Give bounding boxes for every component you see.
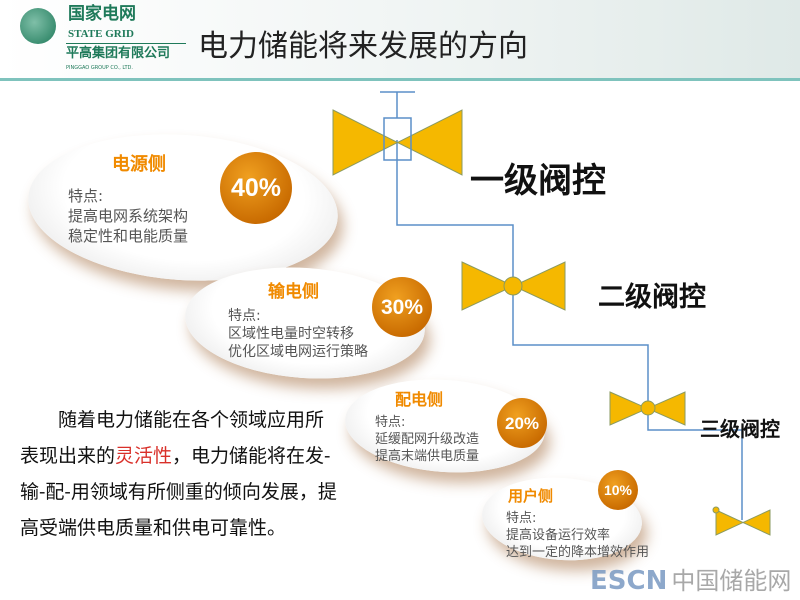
feature-line: 提高设备运行效率: [506, 528, 611, 543]
section-title: 配电侧: [395, 390, 444, 409]
percent-badge: 30%: [372, 277, 432, 337]
watermark: ESCN 中国储能网: [590, 568, 791, 594]
state-grid-logo-icon: [20, 8, 56, 44]
section-title: 电源侧: [112, 154, 166, 175]
feature-line: 提高电网系统架构: [68, 207, 189, 225]
feature-label: 特点:: [228, 308, 261, 324]
header: 国家电网 STATE GRID 平高集团有限公司 PINGGAO GROUP C…: [0, 0, 800, 81]
watermark-en: ESCN: [590, 566, 668, 596]
feature-line: 达到一定的降本增效作用: [506, 545, 650, 560]
feature-line: 延缓配网升级改造: [375, 432, 480, 447]
percent-badge: 20%: [497, 398, 547, 448]
valve-1-icon: [332, 109, 463, 176]
logo-cn: 国家电网: [68, 4, 136, 24]
percent-badge: 10%: [598, 470, 638, 510]
level-2-label: 二级阀控: [598, 282, 706, 313]
page-title: 电力储能将来发展的方向: [198, 29, 528, 64]
feature-line: 优化区域电网运行策略: [228, 344, 368, 360]
level-1-label: 一级阀控: [470, 161, 606, 201]
highlight-text: 灵活性: [115, 445, 173, 467]
percent-badge: 40%: [220, 152, 292, 224]
feature-label: 特点:: [506, 511, 537, 526]
logo-en: STATE GRID: [68, 28, 134, 40]
feature-label: 特点:: [68, 187, 104, 205]
section-title: 输电侧: [268, 282, 319, 302]
paragraph-text: ，电力储能将在发-输-配-用领域有所侧重的倾向发展，提高受端供电质量和供电可靠性…: [20, 445, 337, 539]
description-paragraph: 随着电力储能在各个领域应用所表现出来的灵活性，电力储能将在发-输-配-用领域有所…: [20, 402, 338, 546]
watermark-cn: 中国储能网: [671, 567, 792, 595]
pipe-lines: [380, 91, 743, 520]
feature-line: 提高末端供电质量: [375, 449, 480, 464]
divider: [66, 43, 186, 44]
section-title: 用户侧: [508, 487, 554, 505]
feature-label: 特点:: [375, 415, 406, 430]
feature-line: 稳定性和电能质量: [68, 227, 189, 245]
feature-line: 区域性电量时空转移: [228, 326, 354, 342]
paragraph-text: 随着电力储能在各个领域应用所表现出来的: [20, 409, 325, 467]
company-en: PINGGAO GROUP CO., LTD.: [66, 65, 133, 71]
valve-4-icon: [715, 509, 771, 536]
level-3-label: 三级阀控: [700, 417, 780, 441]
company-cn: 平高集团有限公司: [66, 46, 171, 61]
